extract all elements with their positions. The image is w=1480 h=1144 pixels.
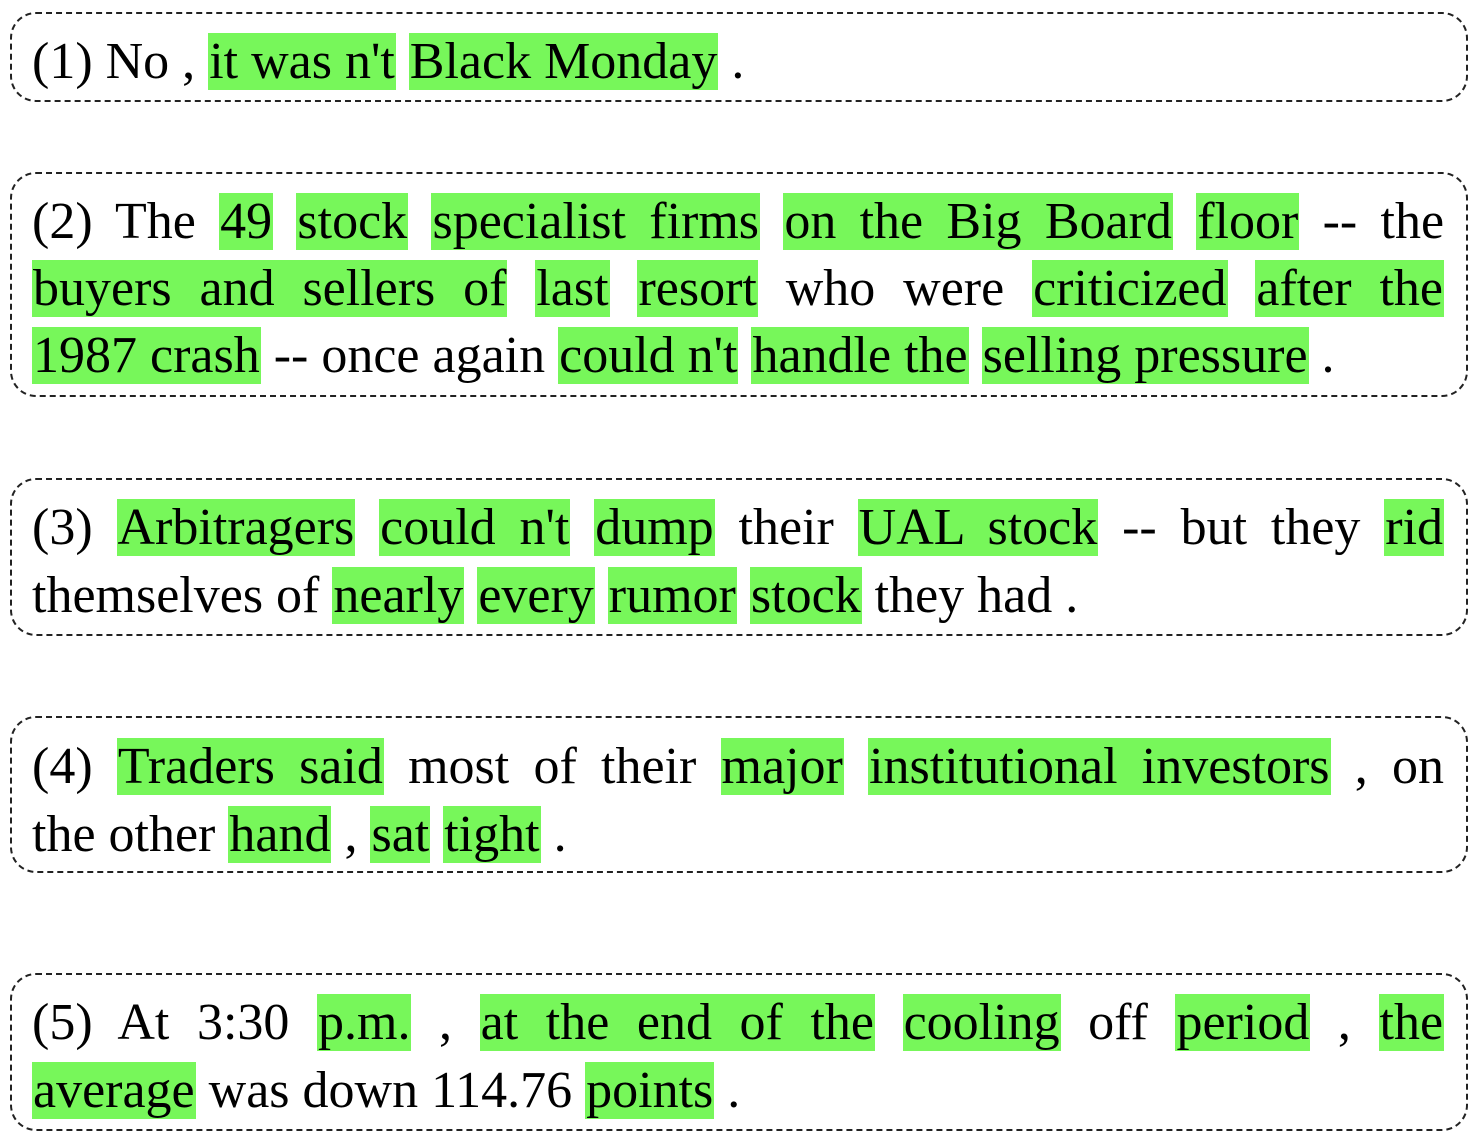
plain-text xyxy=(396,33,409,90)
plain-text: off xyxy=(1060,994,1176,1051)
plain-text: (3) xyxy=(32,499,117,556)
plain-text: they had . xyxy=(861,567,1079,624)
highlighted-span: could n't xyxy=(558,327,739,384)
highlighted-span: major xyxy=(720,738,844,795)
plain-text xyxy=(408,193,431,250)
highlighted-span: it was n't xyxy=(208,33,396,90)
plain-text: -- but they xyxy=(1098,499,1385,556)
highlighted-span: stock xyxy=(749,567,862,624)
highlighted-span: p.m. xyxy=(317,994,412,1051)
highlighted-span: period xyxy=(1175,994,1311,1051)
plain-text: . xyxy=(714,1062,741,1119)
highlighted-span: floor xyxy=(1196,193,1300,250)
plain-text xyxy=(737,567,750,624)
example-3-line-1: (3) Arbitragers could n't dump their UAL… xyxy=(32,498,1445,558)
plain-text: , xyxy=(411,994,480,1051)
example-box-5 xyxy=(10,973,1468,1131)
plain-text xyxy=(273,193,296,250)
example-box-3 xyxy=(10,478,1468,636)
plain-text xyxy=(595,567,608,624)
plain-text xyxy=(844,738,868,795)
example-2-line-3: 1987 crash -- once again could n't handl… xyxy=(32,326,1444,386)
highlighted-span: Traders said xyxy=(116,738,384,795)
highlighted-span: institutional investors xyxy=(868,738,1331,795)
highlighted-span: after the xyxy=(1255,260,1445,317)
plain-text xyxy=(1173,193,1196,250)
highlighted-span: every xyxy=(477,567,595,624)
example-box-4 xyxy=(10,716,1468,873)
highlighted-span: selling pressure xyxy=(981,327,1309,384)
plain-text: , xyxy=(331,806,371,863)
example-box-1 xyxy=(10,12,1468,102)
highlighted-span: UAL stock xyxy=(857,499,1099,556)
plain-text: was down 114.76 xyxy=(195,1062,586,1119)
highlighted-span: 49 xyxy=(219,193,274,250)
highlighted-span: handle the xyxy=(751,327,969,384)
example-box-2 xyxy=(10,172,1468,397)
plain-text: (2) The xyxy=(32,193,220,250)
highlighted-span: tight xyxy=(443,806,541,863)
highlighted-span: dump xyxy=(594,499,715,556)
plain-text xyxy=(760,193,783,250)
highlighted-span: on the Big Board xyxy=(783,193,1173,250)
example-2-line-1: (2) The 49 stock specialist firms on the… xyxy=(32,192,1444,252)
highlighted-span: last xyxy=(535,260,610,317)
highlighted-span: points xyxy=(585,1062,715,1119)
highlighted-span: resort xyxy=(637,260,758,317)
highlighted-span: the xyxy=(1378,994,1445,1051)
plain-text: who were xyxy=(757,260,1033,317)
plain-text xyxy=(969,327,982,384)
highlighted-span: criticized xyxy=(1032,260,1228,317)
example-2-line-2: buyers and sellers of last resort who we… xyxy=(32,259,1445,319)
highlighted-span: rid xyxy=(1384,499,1445,556)
plain-text: themselves of xyxy=(32,567,333,624)
highlighted-span: at the end of the xyxy=(479,994,875,1051)
plain-text: (5) At 3:30 xyxy=(32,994,317,1051)
plain-text: . xyxy=(718,33,745,90)
plain-text: , xyxy=(1310,994,1379,1051)
plain-text: the other xyxy=(32,806,229,863)
plain-text xyxy=(464,567,477,624)
highlighted-span: rumor xyxy=(607,567,737,624)
example-4-line-2: the other hand , sat tight . xyxy=(32,805,1444,865)
plain-text: . xyxy=(540,806,567,863)
example-1-line-1: (1) No , it was n't Black Monday . xyxy=(32,32,1444,92)
plain-text xyxy=(430,806,443,863)
highlighted-span: buyers and sellers of xyxy=(32,260,508,317)
plain-text xyxy=(570,499,594,556)
highlighted-span: Arbitragers xyxy=(116,499,356,556)
plain-text xyxy=(875,994,903,1051)
highlighted-span: cooling xyxy=(902,994,1061,1051)
plain-text: . xyxy=(1308,327,1335,384)
example-3-line-2: themselves of nearly every rumor stock t… xyxy=(32,566,1444,626)
plain-text: , on xyxy=(1330,738,1445,795)
highlighted-span: stock xyxy=(296,193,409,250)
plain-text: their xyxy=(714,499,858,556)
plain-text xyxy=(610,260,638,317)
highlighted-span: nearly xyxy=(332,567,465,624)
highlighted-span: average xyxy=(32,1062,196,1119)
plain-text xyxy=(738,327,751,384)
plain-text: -- the xyxy=(1299,193,1445,250)
plain-text xyxy=(507,260,535,317)
plain-text xyxy=(355,499,379,556)
highlighted-span: 1987 crash xyxy=(32,327,261,384)
highlighted-span: sat xyxy=(370,806,431,863)
example-4-line-1: (4) Traders said most of their major ins… xyxy=(32,737,1444,797)
plain-text: -- once again xyxy=(260,327,559,384)
plain-text: (1) No , xyxy=(32,33,209,90)
example-5-line-1: (5) At 3:30 p.m. , at the end of the coo… xyxy=(32,993,1445,1053)
plain-text xyxy=(1228,260,1256,317)
example-5-line-2: average was down 114.76 points . xyxy=(32,1061,1444,1121)
highlighted-span: Black Monday xyxy=(408,33,719,90)
plain-text: most of their xyxy=(383,738,721,795)
highlighted-span: could n't xyxy=(379,499,571,556)
highlighted-span: specialist firms xyxy=(431,193,761,250)
highlighted-span: hand xyxy=(228,806,332,863)
plain-text: (4) xyxy=(32,738,117,795)
